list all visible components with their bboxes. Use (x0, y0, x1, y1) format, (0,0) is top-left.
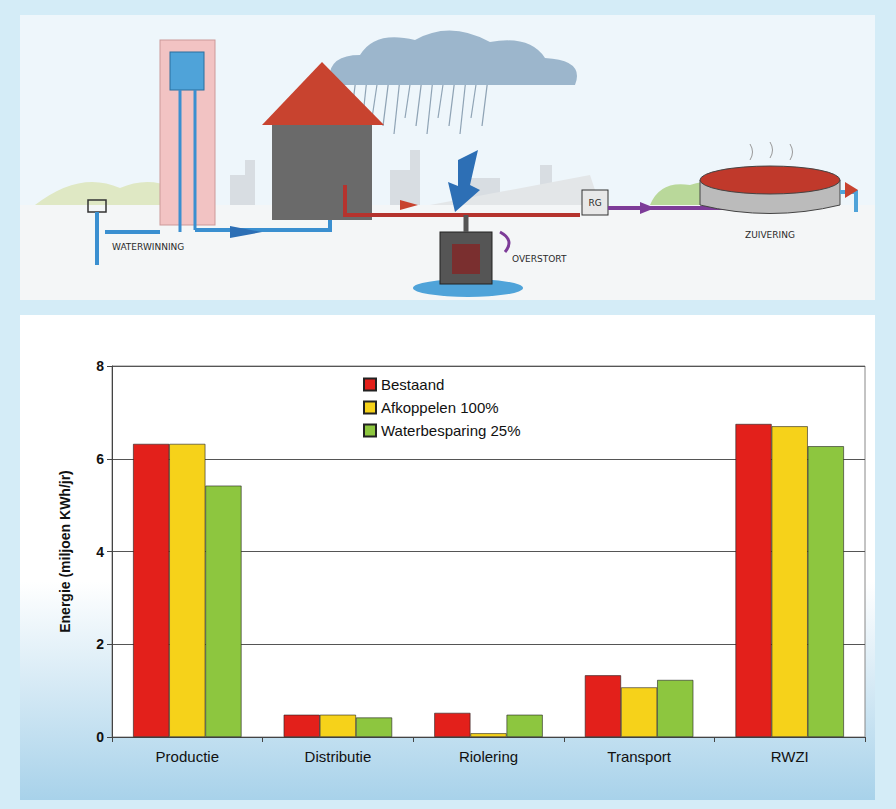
svg-text:4: 4 (96, 544, 104, 560)
svg-text:WATERWINNING: WATERWINNING (112, 242, 184, 252)
svg-text:Transport: Transport (607, 748, 671, 765)
svg-text:RG: RG (588, 198, 601, 208)
svg-text:0: 0 (96, 729, 104, 745)
svg-text:2: 2 (96, 636, 104, 652)
svg-text:Bestaand: Bestaand (381, 376, 444, 393)
svg-text:ZUIVERING: ZUIVERING (745, 230, 795, 240)
svg-text:Afkoppelen 100%: Afkoppelen 100% (381, 399, 499, 416)
svg-text:Waterbesparing 25%: Waterbesparing 25% (381, 422, 521, 439)
svg-text:OVERSTORT: OVERSTORT (512, 254, 567, 264)
svg-text:Riolering: Riolering (459, 748, 518, 765)
svg-text:Distributie: Distributie (305, 748, 372, 765)
svg-text:6: 6 (96, 451, 104, 467)
svg-text:Energie (miljoen KWh/jr): Energie (miljoen KWh/jr) (57, 470, 73, 633)
svg-text:Productie: Productie (156, 748, 219, 765)
svg-text:RWZI: RWZI (771, 748, 809, 765)
svg-text:8: 8 (96, 358, 104, 374)
